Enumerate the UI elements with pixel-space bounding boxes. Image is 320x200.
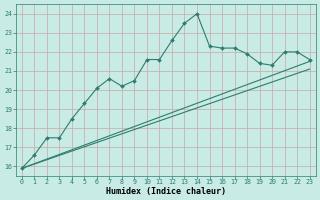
X-axis label: Humidex (Indice chaleur): Humidex (Indice chaleur) — [106, 187, 226, 196]
